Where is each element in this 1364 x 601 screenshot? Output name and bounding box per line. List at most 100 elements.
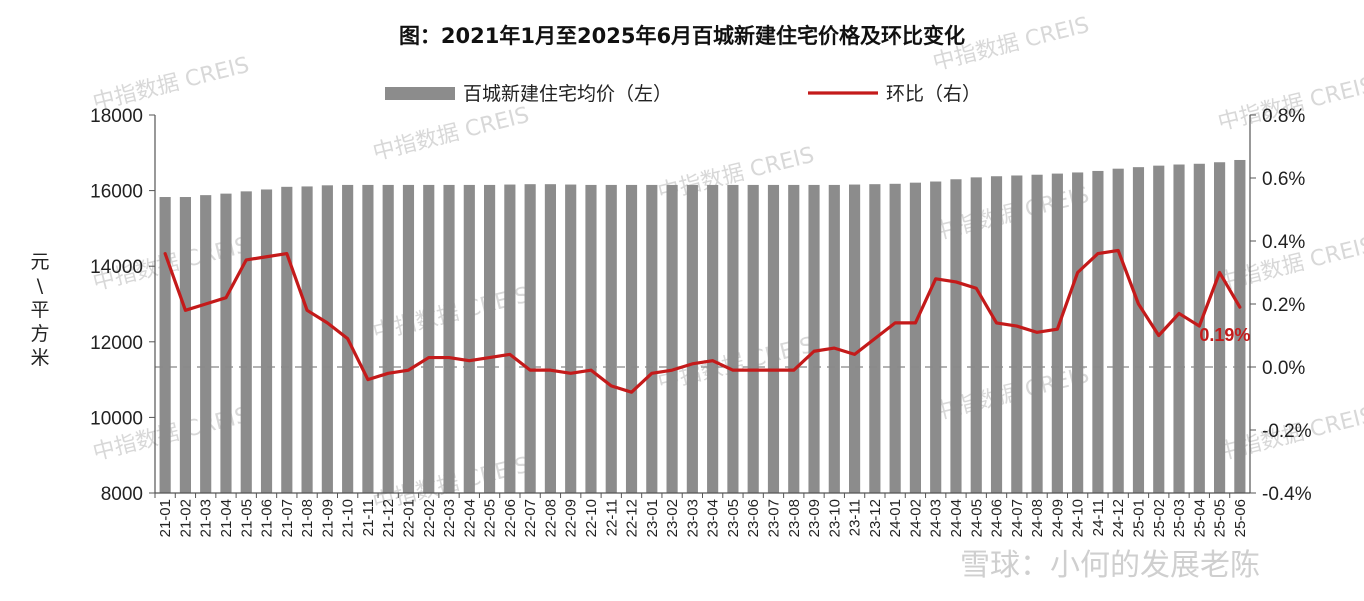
- price-bar: [362, 184, 374, 493]
- price-bar: [1112, 168, 1124, 493]
- left-tick-label: 14000: [90, 257, 143, 278]
- x-tick-label: 21-07: [279, 499, 296, 537]
- price-bar: [646, 184, 658, 493]
- price-bar: [1072, 172, 1084, 493]
- right-tick-label: -0.2%: [1262, 421, 1312, 442]
- x-tick-label: 22-12: [624, 499, 641, 537]
- price-bar: [240, 191, 252, 493]
- x-tick-label: 23-11: [847, 499, 864, 536]
- price-bar: [423, 184, 435, 493]
- price-bar: [950, 179, 962, 493]
- left-tick-label: 18000: [90, 106, 143, 127]
- price-bar: [889, 183, 901, 493]
- watermark-text: 中指数据 CREIS: [370, 103, 531, 166]
- price-bar: [585, 184, 597, 493]
- price-bar: [402, 184, 415, 493]
- x-tick-label: 22-01: [400, 499, 417, 537]
- x-tick-label: 25-03: [1171, 499, 1188, 537]
- y-label-char: 方: [30, 323, 49, 345]
- price-bar: [260, 189, 273, 493]
- x-tick-label: 21-12: [380, 499, 397, 537]
- x-tick-label: 24-12: [1110, 499, 1127, 537]
- price-bar: [1173, 164, 1185, 493]
- y-label-char: 元: [30, 251, 49, 273]
- price-bar: [808, 184, 820, 493]
- x-tick-label: 22-05: [482, 499, 499, 537]
- price-bar: [930, 181, 942, 493]
- x-tick-label: 23-05: [725, 499, 742, 537]
- left-tick-label: 10000: [90, 408, 143, 429]
- x-tick-label: 22-07: [522, 499, 539, 537]
- price-bar: [686, 184, 698, 493]
- price-bar: [605, 184, 617, 493]
- source-credit: 雪球：小何的发展老陈: [960, 548, 1260, 583]
- x-tick-label: 21-03: [198, 499, 215, 537]
- x-tick-label: 22-04: [461, 499, 478, 537]
- price-bar: [788, 184, 800, 493]
- x-tick-label: 22-09: [563, 499, 580, 537]
- bar-series: [159, 159, 1246, 494]
- x-tick-label: 22-03: [441, 499, 458, 537]
- x-tick-label: 21-01: [157, 499, 174, 537]
- x-tick-label: 21-08: [299, 499, 316, 537]
- x-tick-label: 23-02: [664, 499, 681, 537]
- x-tick-label: 23-07: [765, 499, 782, 537]
- left-tick-label: 16000: [90, 182, 143, 203]
- price-bar: [301, 186, 313, 493]
- x-tick-label: 25-01: [1130, 499, 1147, 537]
- price-bar: [909, 182, 921, 494]
- x-tick-label: 25-06: [1232, 499, 1249, 537]
- x-tick-label: 24-03: [928, 499, 945, 537]
- x-tick-label: 21-04: [218, 499, 235, 537]
- left-tick-label: 12000: [90, 333, 143, 354]
- price-bar: [524, 184, 536, 493]
- y-label-char: 米: [30, 347, 49, 369]
- x-tick-label: 22-11: [603, 499, 620, 536]
- y-axis-label: 元\平方米: [30, 251, 49, 369]
- x-tick-label: 25-02: [1151, 499, 1168, 537]
- x-tick-label: 23-06: [745, 499, 762, 537]
- right-tick-label: 0.2%: [1262, 295, 1305, 316]
- price-bar: [666, 184, 678, 493]
- legend: 百城新建住宅均价（左） 环比（右）: [385, 83, 981, 105]
- y-label-char: \: [37, 275, 44, 297]
- legend-bar-label: 百城新建住宅均价（左）: [463, 83, 672, 105]
- x-tick-label: 23-09: [806, 499, 823, 537]
- legend-line-label: 环比（右）: [886, 83, 981, 105]
- right-tick-label: 0.6%: [1262, 169, 1305, 190]
- x-tick-label: 23-04: [705, 499, 722, 537]
- x-tick-label: 21-09: [319, 499, 336, 537]
- x-tick-label: 22-06: [502, 499, 519, 537]
- x-tick-label: 24-04: [948, 499, 965, 537]
- price-bar: [484, 184, 496, 493]
- price-bar: [220, 193, 232, 493]
- axes: 8000 10000 12000 14000 16000 18000 -0.4% -0.2% 0…: [90, 106, 1312, 505]
- price-bar: [1051, 173, 1063, 493]
- x-tick-label: 23-10: [826, 499, 843, 537]
- x-tick-label: 24-08: [1029, 499, 1046, 537]
- price-bar: [828, 184, 840, 493]
- price-bar: [463, 184, 475, 493]
- x-tick-label: 23-12: [867, 499, 884, 537]
- x-tick-label: 24-07: [1009, 499, 1026, 537]
- mom-line: [163, 248, 1242, 394]
- x-tick-label: 22-02: [421, 499, 438, 537]
- x-tick-label: 24-06: [989, 499, 1006, 537]
- x-tick-label: 22-10: [583, 499, 600, 537]
- left-tick-label: 8000: [101, 484, 143, 505]
- price-bar: [504, 184, 516, 493]
- x-tick-label: 24-01: [887, 499, 904, 537]
- x-tick-label: 21-02: [177, 499, 194, 537]
- price-bar: [707, 184, 719, 493]
- x-tick-label: 25-05: [1212, 499, 1229, 537]
- price-bar: [747, 184, 759, 493]
- price-bar: [281, 186, 293, 493]
- watermark-text: 中指数据 CREIS: [930, 13, 1091, 76]
- price-bar: [1132, 167, 1145, 493]
- price-bar: [849, 184, 861, 493]
- price-bar: [200, 195, 212, 494]
- price-bar: [179, 197, 191, 493]
- x-tick-label: 24-09: [1049, 499, 1066, 537]
- legend-bar-swatch: [385, 87, 455, 100]
- price-bar: [382, 184, 394, 493]
